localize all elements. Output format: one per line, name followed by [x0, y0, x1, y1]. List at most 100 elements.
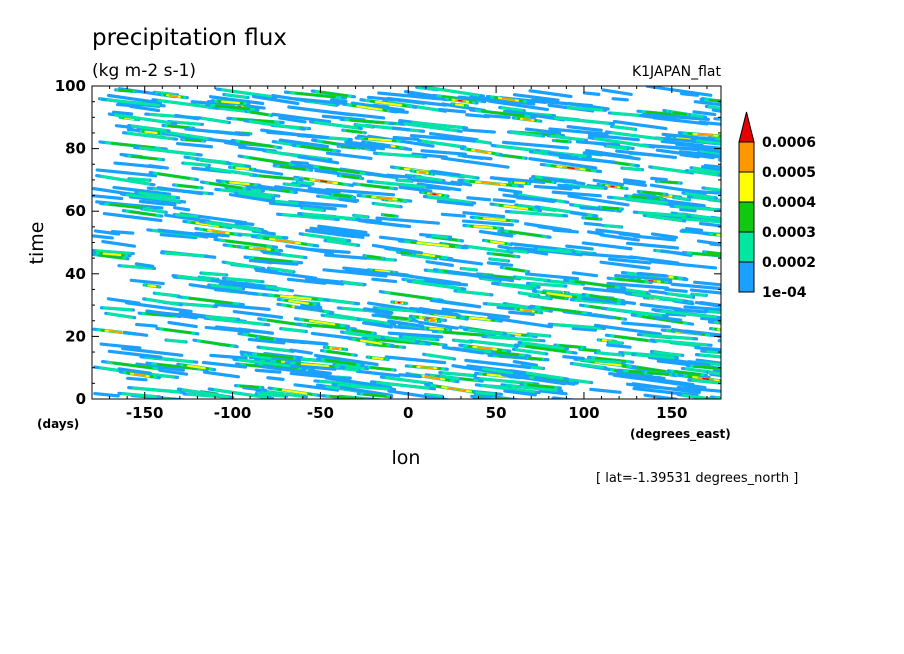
- precip-streak: [670, 328, 702, 336]
- precip-streak: [220, 188, 275, 197]
- precip-streak: [155, 292, 178, 298]
- precip-streak: [708, 98, 721, 103]
- precip-streak: [420, 149, 467, 156]
- precip-streak: [508, 310, 535, 316]
- precip-streak: [303, 232, 347, 242]
- precip-streak: [164, 251, 205, 258]
- y-tick-label: 60: [65, 202, 86, 220]
- precip-streak: [524, 127, 562, 135]
- precip-streak: [339, 385, 394, 397]
- precip-streak: [158, 368, 189, 376]
- precip-streak: [184, 127, 246, 137]
- precip-streak: [407, 177, 463, 187]
- precip-streak: [508, 248, 528, 254]
- precip-streak: [111, 110, 134, 116]
- precip-streak: [442, 330, 485, 337]
- precip-streak: [515, 275, 548, 282]
- precip-streak: [436, 199, 474, 207]
- precip-streak: [100, 175, 151, 186]
- precip-streak: [375, 381, 431, 390]
- precip-streak: [286, 277, 327, 285]
- precip-streak: [235, 166, 250, 170]
- precip-streak: [387, 389, 450, 399]
- precip-streak: [132, 386, 181, 394]
- precip-streak: [667, 292, 693, 298]
- precip-streak: [293, 383, 340, 392]
- precip-streak: [501, 140, 570, 150]
- precip-streak: [654, 315, 683, 322]
- precip-streak: [184, 138, 202, 142]
- precip-streak: [504, 266, 525, 273]
- precip-streak: [642, 333, 693, 340]
- precip-streak: [577, 357, 622, 364]
- precip-streak: [210, 283, 242, 290]
- colorbar-segment: [738, 141, 755, 173]
- precip-streak: [363, 392, 387, 398]
- precip-streak: [480, 384, 535, 394]
- colorbar-label: 0.0006: [762, 135, 816, 151]
- precip-streak: [468, 316, 491, 321]
- precip-streak: [599, 260, 651, 270]
- precip-streak: [528, 157, 598, 170]
- precip-streak: [421, 139, 463, 148]
- precip-streak: [95, 168, 158, 178]
- precip-streak: [646, 214, 683, 222]
- precip-streak: [411, 121, 463, 129]
- precip-streak: [482, 367, 514, 375]
- precip-streak: [692, 146, 721, 154]
- precip-streak: [482, 217, 507, 222]
- precip-streak: [500, 154, 523, 159]
- x-tick-label: 50: [486, 404, 507, 422]
- precip-streak: [210, 278, 266, 289]
- precip-streak: [214, 104, 250, 111]
- precip-streak: [558, 344, 581, 349]
- precip-streak: [359, 339, 383, 345]
- precip-streak: [648, 289, 667, 295]
- precip-streak: [300, 303, 323, 310]
- precip-streak: [699, 300, 721, 308]
- y-tick-label: 20: [65, 327, 86, 345]
- precip-streak: [167, 320, 198, 329]
- precip-streak: [366, 141, 391, 148]
- precip-streak: [411, 280, 462, 290]
- precip-streak: [441, 307, 511, 319]
- precip-streak: [415, 175, 443, 182]
- precip-streak: [323, 253, 368, 260]
- precip-streak: [440, 156, 510, 169]
- precip-streak: [274, 185, 332, 196]
- precip-streak: [290, 364, 337, 371]
- precip-streak: [467, 328, 504, 335]
- precip-streak: [503, 389, 537, 397]
- precip-streak: [571, 271, 599, 278]
- precip-streak: [614, 277, 645, 283]
- precip-streak: [374, 313, 392, 318]
- precip-streak: [259, 346, 292, 353]
- precip-streak: [338, 197, 358, 204]
- precip-streak: [540, 306, 582, 314]
- precip-streak: [300, 362, 330, 368]
- precip-streak: [224, 93, 248, 99]
- precip-streak: [631, 292, 684, 302]
- precip-streak: [664, 287, 688, 293]
- precip-streak: [374, 202, 401, 208]
- chart-units: (kg m-2 s-1): [92, 61, 196, 81]
- precip-streak: [126, 376, 148, 382]
- precip-streak: [637, 193, 658, 199]
- precip-streak: [461, 154, 493, 161]
- precip-streak: [614, 274, 673, 283]
- precip-streak: [574, 280, 615, 288]
- precip-streak: [725, 154, 740, 156]
- precip-streak: [480, 109, 525, 118]
- precip-streak: [113, 113, 172, 125]
- y-tick-label: 80: [65, 140, 86, 158]
- precip-streak: [513, 181, 526, 185]
- precip-streak: [581, 241, 633, 251]
- precip-streak: [308, 319, 336, 326]
- precip-streak: [562, 355, 585, 361]
- precip-streak: [425, 393, 443, 398]
- precip-streak: [679, 153, 701, 159]
- precip-streak: [220, 88, 272, 98]
- precip-streak: [552, 228, 579, 234]
- precip-streak: [632, 234, 677, 242]
- precip-streak: [591, 151, 641, 161]
